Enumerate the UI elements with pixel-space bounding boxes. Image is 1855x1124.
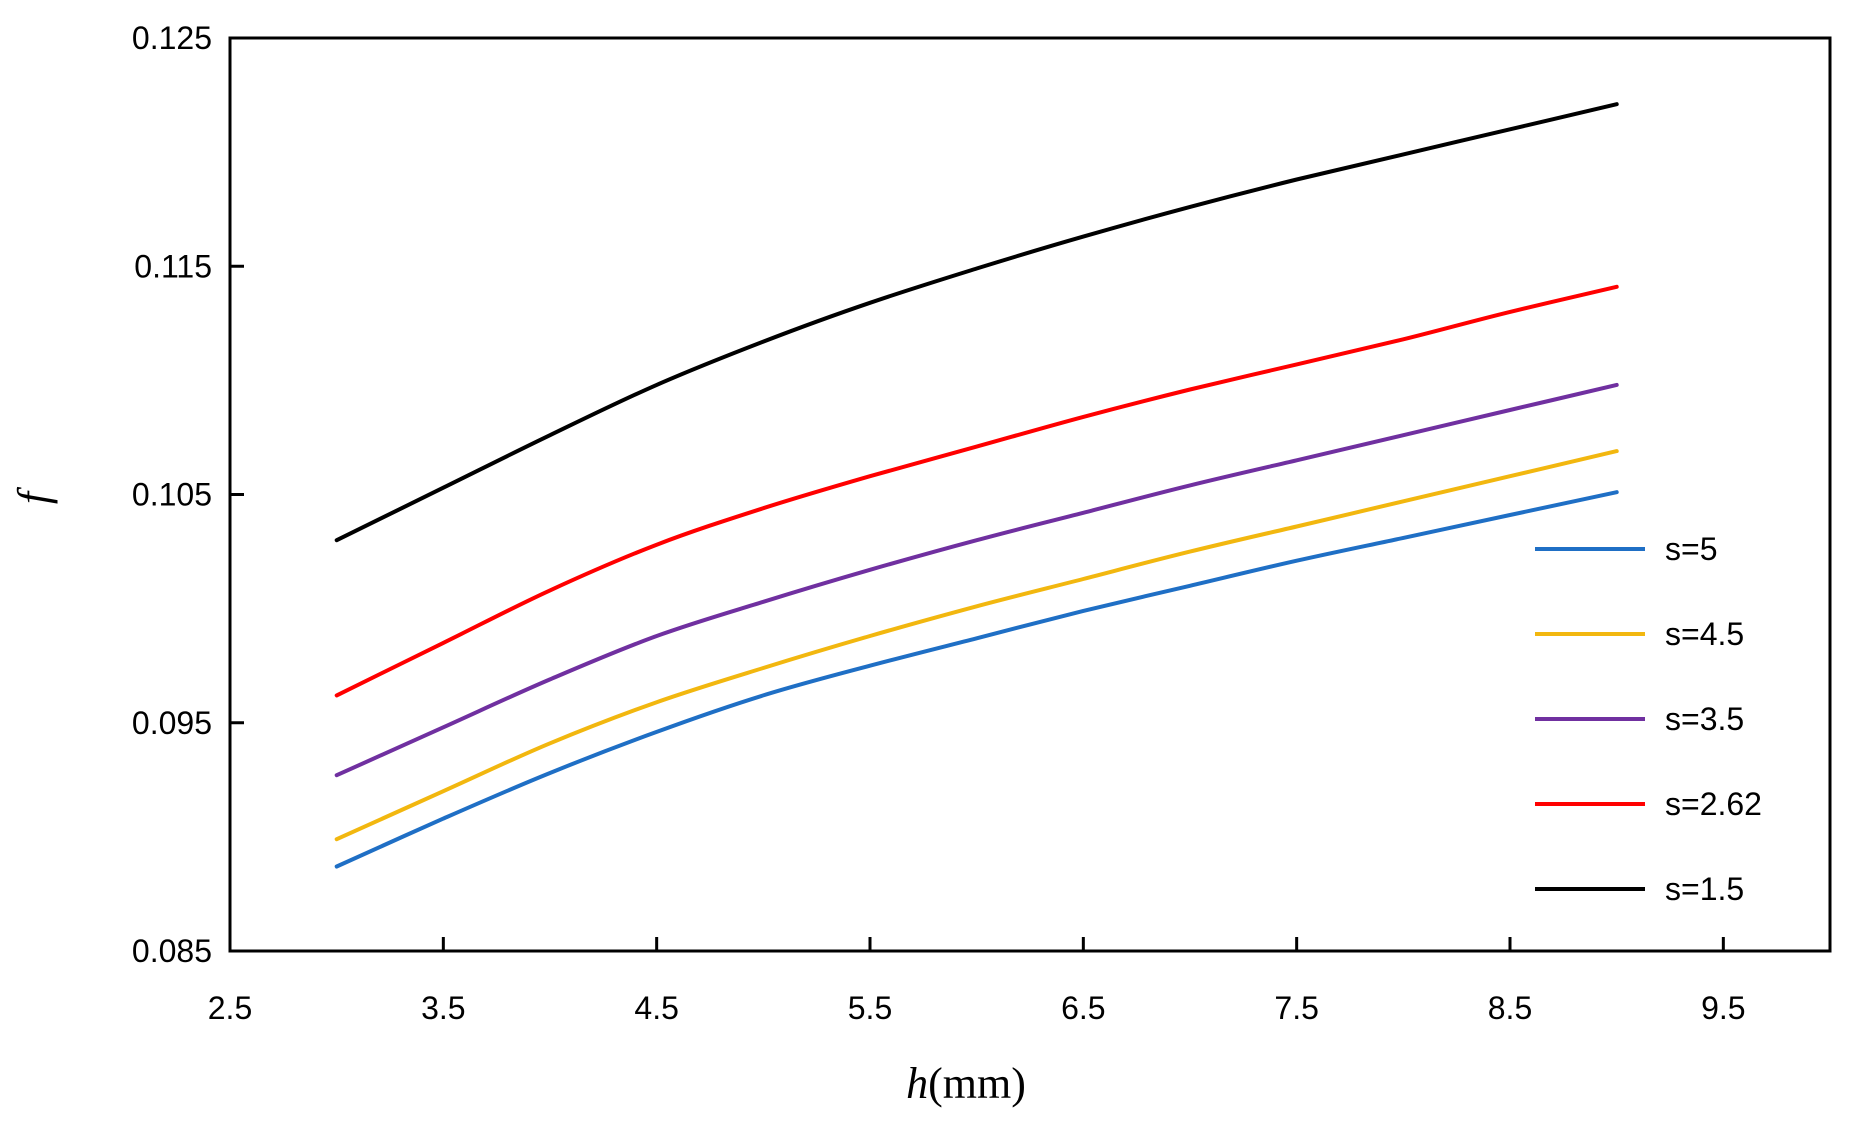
- x-axis-title-unit: (mm): [928, 1059, 1026, 1108]
- x-tick-label: 9.5: [1701, 990, 1745, 1026]
- series-line-s-3-5: [334, 382, 1619, 778]
- x-tick-label: 3.5: [421, 990, 465, 1026]
- y-tick-label: 0.125: [132, 20, 212, 56]
- x-axis-ticks: 2.5 3.5 4.5 5.5 6.5 7.5 8.5 9.5: [208, 937, 1746, 1026]
- legend-label-s-5: s=5: [1665, 531, 1717, 567]
- y-axis-title: f: [9, 486, 58, 504]
- legend: s=5 s=4.5 s=3.5 s=2.62 s=1.5: [1535, 531, 1762, 907]
- y-axis-ticks: 0.085 0.095 0.105 0.115 0.125: [132, 20, 244, 969]
- y-tick-label: 0.085: [132, 933, 212, 969]
- x-tick-label: 2.5: [208, 990, 252, 1026]
- x-tick-label: 6.5: [1061, 990, 1105, 1026]
- legend-label-s-1-5: s=1.5: [1665, 871, 1744, 907]
- legend-label-s-2-62: s=2.62: [1665, 786, 1762, 822]
- series-line-s-1-5: [334, 102, 1619, 543]
- series-line-s-4-5: [334, 449, 1619, 842]
- series-lines: [334, 102, 1619, 869]
- x-tick-label: 7.5: [1274, 990, 1318, 1026]
- series-line-s-2-62: [334, 284, 1619, 698]
- x-tick-label: 4.5: [634, 990, 678, 1026]
- legend-label-s-3-5: s=3.5: [1665, 701, 1744, 737]
- x-tick-label: 8.5: [1488, 990, 1532, 1026]
- y-tick-label: 0.115: [134, 248, 212, 284]
- x-axis-title-symbol: h: [906, 1059, 928, 1108]
- x-tick-label: 5.5: [848, 990, 892, 1026]
- legend-label-s-4-5: s=4.5: [1665, 616, 1744, 652]
- plot-area: [228, 36, 1832, 953]
- series-line-s-5: [334, 490, 1619, 869]
- y-tick-label: 0.095: [132, 705, 212, 741]
- x-axis-title: h(mm): [906, 1059, 1026, 1108]
- y-tick-label: 0.105: [132, 477, 212, 513]
